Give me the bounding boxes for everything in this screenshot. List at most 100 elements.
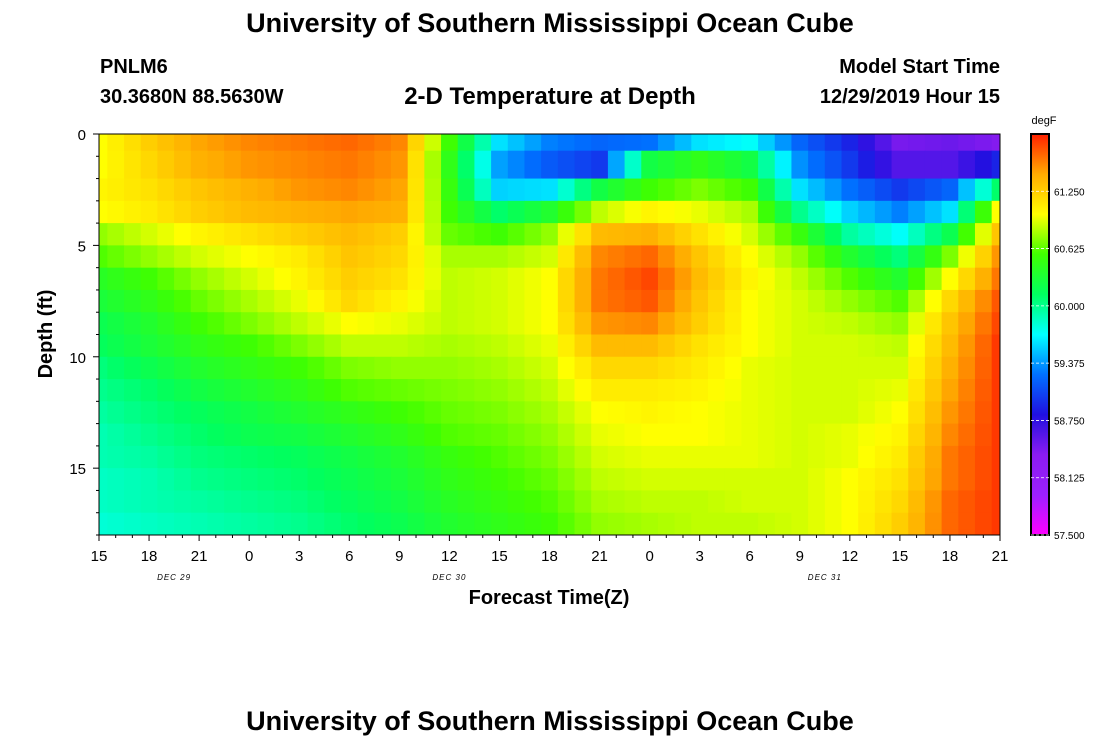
heatmap-cell [774, 267, 793, 291]
heatmap-cell [958, 445, 976, 469]
heatmap-cell [174, 529, 192, 535]
heatmap-cell [808, 200, 826, 224]
heatmap-cell [574, 134, 592, 152]
heatmap-cell [441, 134, 459, 152]
heatmap-cell [157, 134, 175, 152]
heatmap-cell [591, 512, 609, 531]
x-tick-label: 21 [992, 548, 1009, 565]
heatmap-cell [708, 379, 726, 402]
heatmap-cell [524, 200, 542, 224]
heatmap-cell [107, 490, 125, 514]
heatmap-cell [974, 178, 993, 202]
heatmap-cell [99, 312, 108, 336]
heatmap-cell [607, 289, 626, 313]
heatmap-cell [858, 423, 876, 447]
heatmap-cell [574, 245, 592, 269]
heatmap-cell [107, 312, 125, 336]
heatmap-cell [107, 245, 125, 269]
heatmap-cell [557, 512, 576, 531]
heatmap-cell [924, 134, 943, 152]
heatmap-cell [958, 289, 976, 313]
heatmap-cell [891, 512, 909, 531]
heatmap-cell [290, 356, 309, 380]
heatmap-cell [140, 150, 158, 180]
heatmap-cell [240, 490, 259, 514]
heatmap-cell [340, 312, 359, 336]
heatmap-cell [541, 401, 559, 425]
heatmap-cell [474, 334, 492, 358]
heatmap-cell [674, 445, 692, 469]
x-tick-label: 21 [591, 548, 608, 565]
heatmap-cell [708, 401, 726, 425]
heatmap-cell [407, 134, 425, 152]
heatmap-cell [841, 529, 859, 535]
heatmap-cell [674, 150, 692, 180]
heatmap-cell [274, 356, 292, 380]
heatmap-cell [157, 468, 175, 492]
heatmap-cell [791, 529, 809, 535]
colorbar-tick-label: 60.625 [1054, 245, 1085, 256]
heatmap-cell [541, 379, 559, 402]
heatmap-cell [741, 200, 759, 224]
heatmap-cell [190, 445, 209, 469]
heatmap-cell [441, 529, 459, 535]
heatmap-cell [474, 379, 492, 402]
heatmap-cell [357, 267, 375, 291]
heatmap-cell [674, 334, 692, 358]
heatmap-cell [474, 490, 492, 514]
heatmap-cell [99, 529, 108, 535]
heatmap-cell [641, 178, 659, 202]
heatmap-cell [307, 490, 325, 514]
heatmap-cell [891, 267, 909, 291]
heatmap-cell [824, 356, 843, 380]
heatmap-cell [808, 289, 826, 313]
heatmap-cell [390, 178, 409, 202]
heatmap-cell [324, 379, 342, 402]
heatmap-cell [808, 379, 826, 402]
heatmap-cell [99, 445, 108, 469]
heatmap-cell [290, 312, 309, 336]
heatmap-cell [574, 200, 592, 224]
heatmap-cell [591, 468, 609, 492]
heatmap-cell [174, 150, 192, 180]
heatmap-cell [507, 223, 526, 246]
heatmap-cell [941, 356, 959, 380]
y-tick-label: 0 [78, 127, 86, 144]
heatmap-cell [924, 223, 943, 246]
heatmap-cell [958, 512, 976, 531]
heatmap-cell [841, 512, 859, 531]
heatmap-cell [641, 529, 659, 535]
heatmap-cell [924, 334, 943, 358]
heatmap-cell [574, 468, 592, 492]
heatmap-cell [390, 289, 409, 313]
heatmap-cell [858, 223, 876, 246]
heatmap-cell [1008, 446, 1025, 469]
colorbar-tick-label: 58.750 [1054, 416, 1085, 427]
heatmap-cell [257, 379, 275, 402]
heatmap-cell [240, 134, 259, 152]
heatmap-cell [958, 379, 976, 402]
heatmap-cell [257, 289, 275, 313]
heatmap-cell [507, 356, 526, 380]
heatmap-cell [124, 200, 142, 224]
heatmap-cell [290, 245, 309, 269]
heatmap-cell [808, 134, 826, 152]
heatmap-cell [1008, 151, 1025, 179]
heatmap-cell [824, 289, 843, 313]
heatmap-cell [340, 512, 359, 531]
heatmap-cell [99, 379, 108, 402]
heatmap-cell [457, 245, 476, 269]
heatmap-cell [407, 468, 425, 492]
heatmap-cell [674, 267, 692, 291]
heatmap-cell [424, 529, 442, 535]
heatmap-cell [99, 512, 108, 531]
heatmap-cell [157, 490, 175, 514]
heatmap-cell [641, 312, 659, 336]
heatmap-cell [190, 334, 209, 358]
heatmap-cell [507, 245, 526, 269]
heatmap-cell [507, 134, 526, 152]
heatmap-cell [290, 468, 309, 492]
station-coordinates: 30.3680N 88.5630W [100, 86, 284, 108]
heatmap-cell [124, 445, 142, 469]
heatmap-cell [691, 178, 709, 202]
